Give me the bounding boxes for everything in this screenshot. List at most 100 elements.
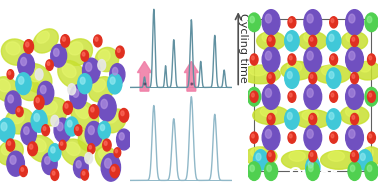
Circle shape — [348, 162, 361, 180]
Circle shape — [267, 151, 275, 162]
Bar — [254, 19, 372, 171]
Circle shape — [29, 144, 33, 149]
Circle shape — [59, 140, 66, 150]
Circle shape — [80, 77, 85, 84]
Circle shape — [51, 115, 59, 126]
Circle shape — [7, 70, 14, 79]
Circle shape — [330, 132, 338, 143]
Circle shape — [91, 107, 94, 112]
Circle shape — [103, 139, 111, 151]
Circle shape — [307, 89, 313, 97]
Circle shape — [63, 101, 73, 114]
Ellipse shape — [28, 135, 56, 162]
Ellipse shape — [282, 151, 318, 169]
Circle shape — [290, 134, 292, 138]
Circle shape — [65, 117, 78, 136]
Ellipse shape — [95, 147, 119, 170]
Circle shape — [306, 162, 319, 180]
Circle shape — [267, 165, 271, 171]
Ellipse shape — [103, 109, 126, 133]
Circle shape — [367, 16, 372, 23]
Circle shape — [306, 157, 320, 178]
Circle shape — [78, 74, 92, 94]
Circle shape — [19, 77, 24, 84]
Circle shape — [76, 161, 81, 168]
Circle shape — [250, 91, 254, 97]
Ellipse shape — [58, 60, 86, 88]
Circle shape — [250, 16, 254, 23]
Circle shape — [104, 141, 107, 145]
Circle shape — [8, 71, 11, 75]
Circle shape — [17, 108, 20, 112]
Circle shape — [304, 47, 322, 72]
Circle shape — [327, 109, 341, 129]
Circle shape — [367, 165, 372, 171]
Circle shape — [108, 73, 122, 94]
Ellipse shape — [345, 106, 358, 117]
Circle shape — [89, 145, 91, 149]
Circle shape — [43, 127, 46, 130]
Ellipse shape — [0, 140, 23, 165]
Circle shape — [10, 155, 16, 164]
Ellipse shape — [89, 77, 115, 102]
Circle shape — [349, 129, 355, 138]
Circle shape — [0, 118, 15, 142]
Circle shape — [82, 58, 100, 83]
Circle shape — [6, 139, 15, 151]
Circle shape — [345, 125, 363, 150]
Ellipse shape — [33, 29, 58, 53]
Text: Order: Order — [288, 167, 337, 182]
Circle shape — [47, 62, 50, 65]
Circle shape — [119, 108, 129, 122]
Circle shape — [331, 134, 334, 138]
Circle shape — [42, 153, 57, 174]
Circle shape — [73, 89, 79, 97]
Ellipse shape — [62, 139, 90, 166]
Ellipse shape — [68, 42, 83, 55]
Circle shape — [70, 85, 87, 109]
Circle shape — [288, 132, 296, 143]
Ellipse shape — [249, 66, 267, 76]
Circle shape — [365, 162, 378, 180]
Circle shape — [16, 107, 23, 117]
Circle shape — [100, 124, 105, 131]
Circle shape — [110, 164, 119, 178]
Circle shape — [304, 125, 322, 150]
Circle shape — [262, 47, 280, 72]
Ellipse shape — [5, 108, 34, 134]
Circle shape — [16, 73, 31, 95]
Ellipse shape — [251, 147, 265, 158]
Circle shape — [310, 153, 313, 157]
Ellipse shape — [71, 101, 99, 129]
Circle shape — [252, 134, 254, 138]
Circle shape — [54, 48, 59, 56]
Text: $*$: $*$ — [142, 80, 147, 89]
Circle shape — [369, 56, 372, 60]
Circle shape — [81, 169, 88, 180]
Circle shape — [329, 112, 334, 120]
Ellipse shape — [322, 66, 338, 76]
Circle shape — [365, 87, 378, 106]
Ellipse shape — [359, 62, 371, 72]
Circle shape — [45, 157, 50, 164]
Ellipse shape — [66, 142, 80, 155]
Circle shape — [20, 166, 27, 177]
Circle shape — [85, 153, 93, 164]
Circle shape — [37, 81, 54, 105]
Ellipse shape — [62, 64, 76, 78]
Ellipse shape — [42, 101, 57, 115]
Circle shape — [34, 95, 44, 109]
Ellipse shape — [2, 142, 14, 155]
Circle shape — [288, 91, 296, 102]
Circle shape — [88, 126, 94, 134]
Ellipse shape — [257, 32, 285, 50]
Circle shape — [112, 167, 115, 171]
Circle shape — [46, 60, 53, 70]
Ellipse shape — [2, 39, 30, 65]
Ellipse shape — [364, 147, 373, 158]
Circle shape — [352, 115, 355, 119]
Circle shape — [101, 154, 121, 181]
Circle shape — [345, 47, 363, 72]
Circle shape — [49, 144, 61, 161]
Circle shape — [114, 148, 121, 157]
